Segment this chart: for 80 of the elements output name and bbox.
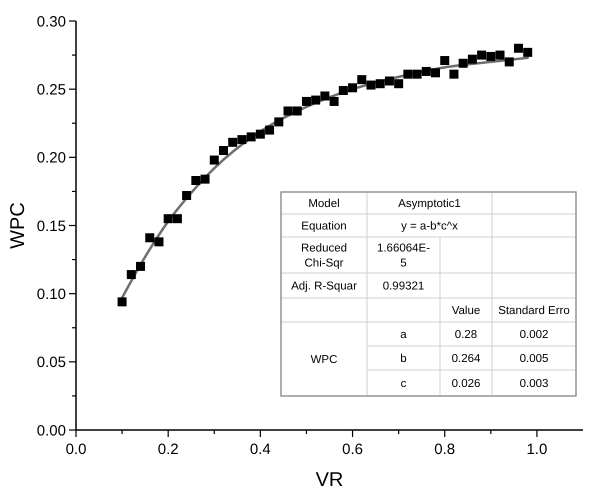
- point: [210, 156, 219, 165]
- point: [403, 70, 412, 79]
- x-tick-label: 0.4: [250, 441, 271, 458]
- point: [468, 54, 477, 64]
- y-tick-label: 0.00: [36, 422, 66, 440]
- x-tick-label: 1.0: [526, 441, 548, 458]
- point: [126, 270, 136, 280]
- point: [320, 91, 330, 100]
- y-axis-title: WPC: [7, 202, 29, 249]
- point: [366, 80, 376, 90]
- point: [496, 50, 505, 60]
- point: [302, 96, 311, 106]
- y-tick-label: 0.15: [36, 218, 66, 235]
- point: [422, 66, 431, 76]
- x-axis-title: VR: [316, 469, 344, 491]
- x-tick-label: 0.2: [158, 441, 179, 458]
- point: [256, 130, 265, 139]
- annotation: c: [400, 378, 407, 390]
- point: [504, 57, 514, 66]
- annotation: Standard Erro: [498, 305, 570, 318]
- y-tick-label: 0.05: [36, 354, 66, 372]
- point: [412, 70, 422, 79]
- point: [228, 138, 238, 147]
- point: [200, 174, 210, 184]
- annotation: 0.005: [520, 353, 548, 366]
- point: [237, 135, 246, 144]
- annotation: 0.264: [452, 353, 481, 366]
- y-tick-label: 0.30: [36, 13, 66, 30]
- point: [338, 86, 348, 96]
- annotation: y = a-b*c^x: [401, 220, 458, 233]
- x-tick-label: 0.0: [66, 441, 86, 458]
- annotation: 0.99321: [382, 280, 424, 293]
- point: [458, 58, 468, 68]
- point: [311, 96, 320, 105]
- point: [514, 44, 523, 53]
- annotation: Model: [308, 198, 340, 210]
- annotation: 0.002: [520, 329, 548, 342]
- annotation: 1.66064E- 5: [376, 242, 430, 270]
- point: [118, 297, 127, 306]
- point: [265, 126, 274, 135]
- annotation: 0.28: [454, 329, 478, 342]
- y-tick-label: 0.25: [36, 81, 66, 98]
- point: [449, 70, 458, 79]
- point: [218, 146, 228, 156]
- point: [154, 237, 164, 246]
- annotation: Asymptotic1: [398, 198, 461, 210]
- annotation: b: [400, 353, 407, 366]
- y-tick-label: 0.20: [36, 150, 66, 167]
- annotation: WPC: [310, 354, 338, 366]
- annotation: Reduced Chi-Sqr: [300, 242, 348, 270]
- point: [348, 83, 358, 92]
- point: [274, 117, 284, 126]
- point: [394, 79, 404, 88]
- point: [523, 48, 532, 57]
- annotation: Equation: [301, 220, 347, 233]
- point: [145, 233, 154, 242]
- point: [284, 106, 293, 116]
- point: [431, 68, 440, 78]
- point: [136, 262, 146, 271]
- point: [246, 132, 256, 142]
- annotation: Value: [452, 305, 480, 318]
- point: [384, 76, 394, 86]
- point: [330, 96, 339, 106]
- point: [191, 176, 200, 186]
- point: [164, 214, 173, 224]
- annotation: Adj. R-Squar: [291, 280, 358, 293]
- annotation: 0.003: [520, 378, 548, 390]
- point: [357, 75, 366, 84]
- annotation: a: [400, 329, 408, 342]
- y-tick-label: 0.10: [36, 286, 66, 303]
- annotation: 0.026: [452, 378, 480, 390]
- x-tick-label: 0.8: [434, 441, 456, 458]
- point: [477, 50, 486, 60]
- point: [376, 79, 385, 88]
- point: [172, 214, 182, 224]
- point: [486, 52, 496, 61]
- point: [182, 191, 192, 200]
- point: [292, 106, 302, 116]
- point: [440, 56, 450, 66]
- x-tick-label: 0.6: [342, 441, 363, 458]
